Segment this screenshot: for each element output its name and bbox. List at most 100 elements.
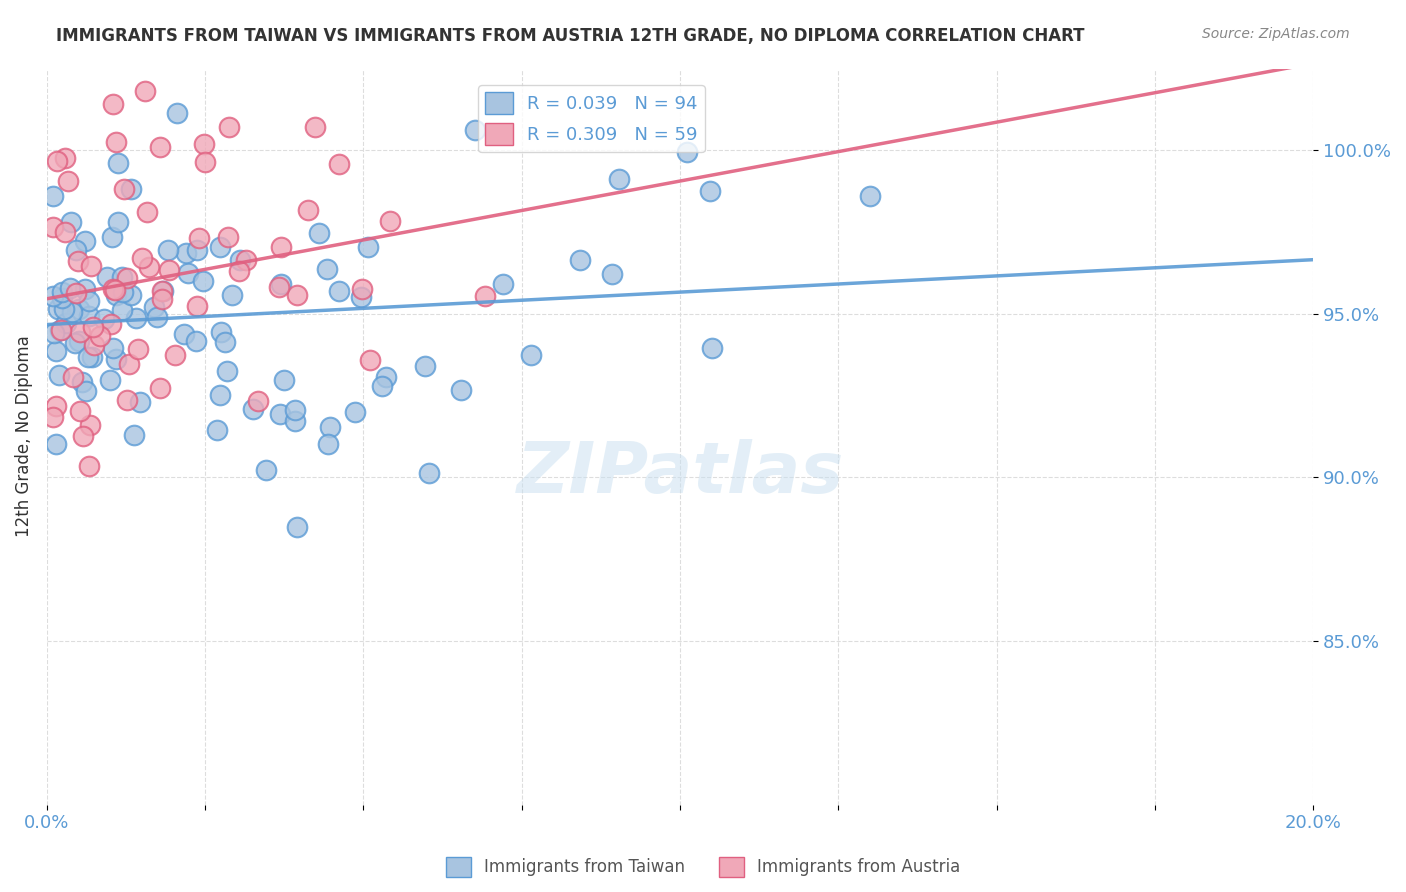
Immigrants from Taiwan — [72, 375, 94, 389]
Immigrants from Austria — [474, 288, 496, 302]
Immigrants from Taiwan — [42, 189, 65, 203]
Immigrants from Austria — [193, 136, 215, 151]
Immigrants from Taiwan — [371, 379, 394, 393]
Immigrants from Austria — [187, 231, 209, 245]
Immigrants from Taiwan — [46, 302, 69, 317]
Immigrants from Austria — [127, 342, 149, 356]
Immigrants from Austria — [55, 152, 77, 166]
Immigrants from Taiwan — [450, 383, 472, 397]
Immigrants from Taiwan — [122, 428, 145, 442]
Immigrants from Taiwan — [77, 309, 100, 323]
Immigrants from Austria — [194, 154, 217, 169]
Immigrants from Taiwan — [55, 316, 77, 330]
Immigrants from Austria — [134, 84, 156, 98]
Immigrants from Austria — [138, 260, 160, 274]
Immigrants from Taiwan — [93, 311, 115, 326]
Immigrants from Austria — [103, 282, 125, 296]
Immigrants from Austria — [218, 120, 240, 135]
Immigrants from Taiwan — [98, 373, 121, 387]
Immigrants from Taiwan — [208, 388, 231, 402]
Immigrants from Austria — [131, 252, 153, 266]
Immigrants from Austria — [270, 240, 292, 254]
Immigrants from Taiwan — [207, 423, 229, 437]
Immigrants from Taiwan — [152, 284, 174, 298]
Immigrants from Taiwan — [73, 235, 96, 249]
Immigrants from Austria — [65, 285, 87, 300]
Immigrants from Austria — [51, 323, 73, 337]
Immigrants from Taiwan — [375, 370, 398, 384]
Immigrants from Austria — [235, 252, 257, 267]
Immigrants from Taiwan — [308, 227, 330, 241]
Immigrants from Taiwan — [492, 277, 515, 292]
Immigrants from Taiwan — [82, 350, 104, 364]
Immigrants from Austria — [45, 153, 67, 168]
Immigrants from Austria — [115, 393, 138, 408]
Immigrants from Austria — [80, 259, 103, 273]
Immigrants from Austria — [72, 429, 94, 443]
Immigrants from Taiwan — [143, 300, 166, 314]
Immigrants from Austria — [149, 140, 172, 154]
Immigrants from Taiwan — [107, 215, 129, 229]
Immigrants from Taiwan — [607, 172, 630, 186]
Immigrants from Austria — [285, 288, 308, 302]
Immigrants from Austria — [69, 404, 91, 418]
Immigrants from Taiwan — [53, 301, 76, 316]
Immigrants from Taiwan — [316, 436, 339, 450]
Immigrants from Austria — [186, 299, 208, 313]
Immigrants from Taiwan — [284, 414, 307, 428]
Text: IMMIGRANTS FROM TAIWAN VS IMMIGRANTS FROM AUSTRIA 12TH GRADE, NO DIPLOMA CORRELA: IMMIGRANTS FROM TAIWAN VS IMMIGRANTS FRO… — [56, 27, 1085, 45]
Immigrants from Taiwan — [464, 123, 486, 137]
Immigrants from Taiwan — [51, 285, 73, 300]
Immigrants from Taiwan — [193, 273, 215, 287]
Immigrants from Taiwan — [186, 243, 208, 257]
Immigrants from Austria — [304, 120, 326, 135]
Immigrants from Taiwan — [104, 352, 127, 367]
Immigrants from Taiwan — [316, 262, 339, 277]
Immigrants from Austria — [247, 394, 270, 409]
Immigrants from Taiwan — [413, 359, 436, 373]
Immigrants from Taiwan — [157, 244, 180, 258]
Immigrants from Austria — [135, 205, 157, 219]
Immigrants from Austria — [42, 409, 65, 424]
Immigrants from Taiwan — [568, 252, 591, 267]
Immigrants from Austria — [83, 338, 105, 352]
Immigrants from Taiwan — [48, 368, 70, 383]
Immigrants from Austria — [67, 253, 90, 268]
Immigrants from Taiwan — [215, 364, 238, 378]
Immigrants from Taiwan — [173, 326, 195, 341]
Immigrants from Taiwan — [129, 395, 152, 409]
Immigrants from Austria — [79, 417, 101, 432]
Immigrants from Austria — [150, 284, 173, 298]
Immigrants from Taiwan — [104, 287, 127, 301]
Immigrants from Taiwan — [859, 189, 882, 203]
Immigrants from Austria — [149, 381, 172, 395]
Immigrants from Taiwan — [520, 348, 543, 362]
Immigrants from Austria — [82, 320, 104, 334]
Immigrants from Austria — [165, 347, 187, 361]
Immigrants from Taiwan — [65, 243, 87, 257]
Immigrants from Taiwan — [600, 267, 623, 281]
Legend: R = 0.039   N = 94, R = 0.309   N = 59: R = 0.039 N = 94, R = 0.309 N = 59 — [478, 85, 704, 153]
Immigrants from Taiwan — [177, 266, 200, 280]
Immigrants from Austria — [105, 135, 128, 149]
Immigrants from Taiwan — [67, 302, 90, 317]
Immigrants from Austria — [62, 370, 84, 384]
Immigrants from Taiwan — [319, 419, 342, 434]
Immigrants from Austria — [100, 317, 122, 331]
Immigrants from Taiwan — [45, 436, 67, 450]
Immigrants from Taiwan — [48, 323, 70, 337]
Immigrants from Taiwan — [51, 291, 73, 305]
Immigrants from Taiwan — [285, 520, 308, 534]
Immigrants from Taiwan — [60, 304, 83, 318]
Immigrants from Taiwan — [96, 270, 118, 285]
Y-axis label: 12th Grade, No Diploma: 12th Grade, No Diploma — [15, 335, 32, 538]
Immigrants from Taiwan — [120, 288, 142, 302]
Immigrants from Taiwan — [77, 351, 100, 365]
Immigrants from Austria — [359, 352, 381, 367]
Immigrants from Taiwan — [273, 373, 295, 387]
Immigrants from Austria — [77, 458, 100, 473]
Text: ZIPatlas: ZIPatlas — [516, 439, 844, 508]
Immigrants from Taiwan — [101, 341, 124, 355]
Immigrants from Taiwan — [214, 334, 236, 349]
Immigrants from Austria — [117, 358, 139, 372]
